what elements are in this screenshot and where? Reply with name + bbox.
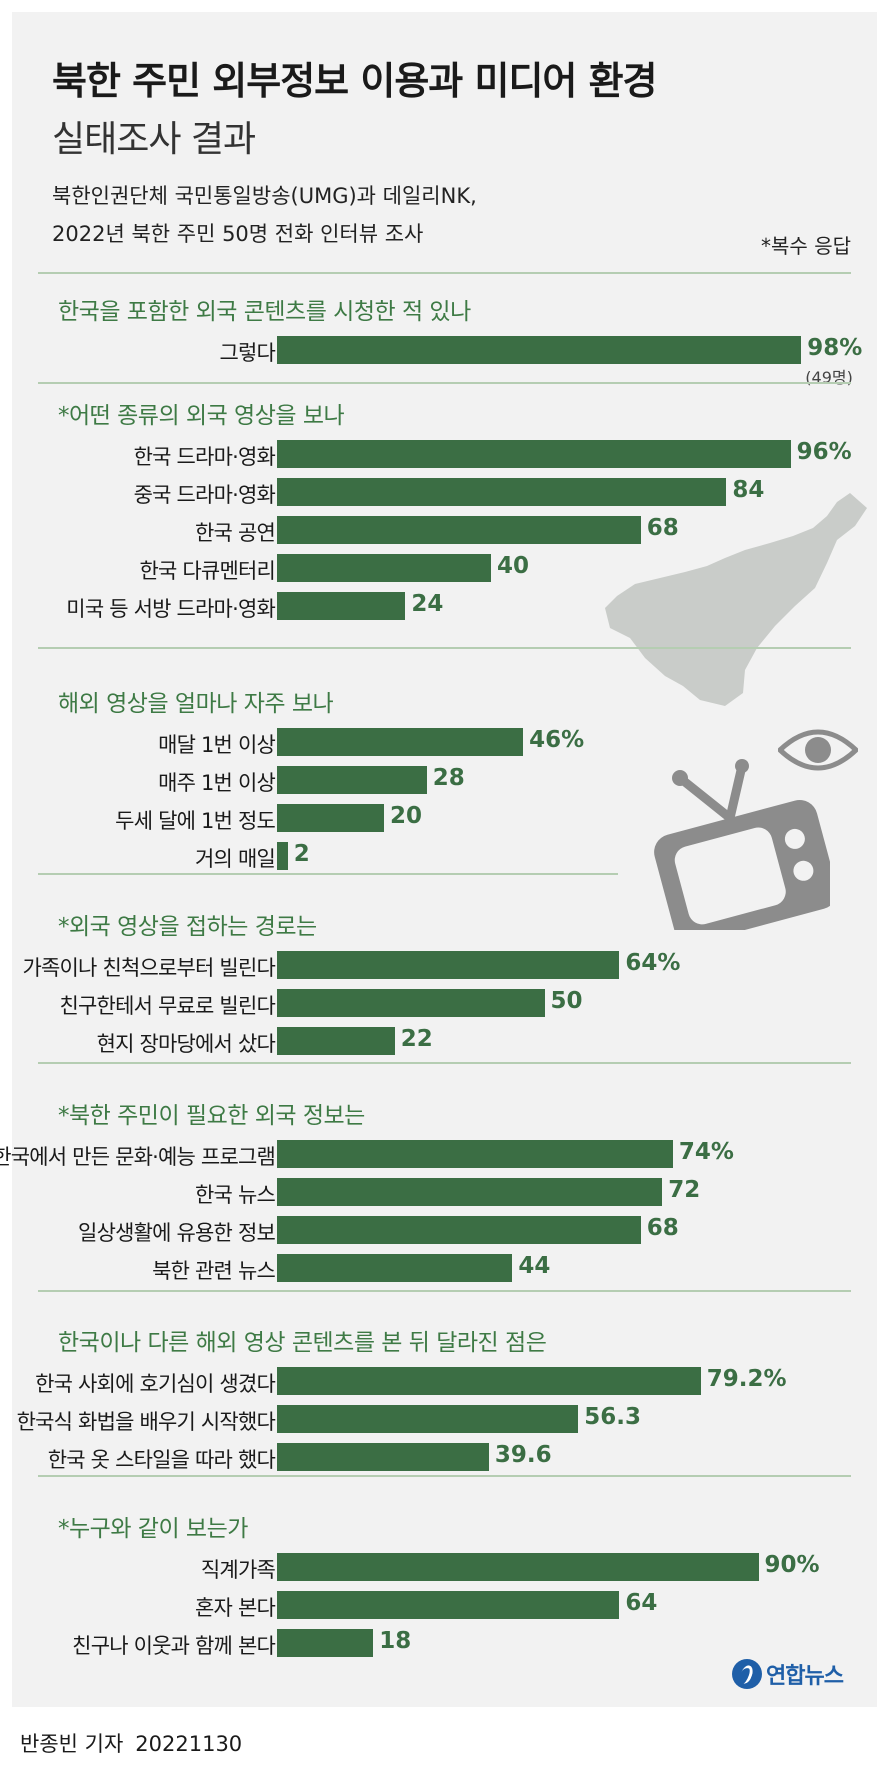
bar: [277, 951, 620, 979]
bar-label: 매달 1번 이상: [158, 733, 276, 757]
section-title: *누구와 같이 보는가: [58, 1516, 248, 1542]
bar: [277, 1178, 663, 1206]
bar-sub-value: (49명): [805, 368, 853, 387]
source-line-2: 2022년 북한 주민 50명 전화 인터뷰 조사: [52, 222, 424, 246]
bar: [277, 842, 288, 870]
bar-value: 68: [646, 1215, 679, 1241]
bar-value: 20: [390, 803, 423, 829]
bar-value: 98%: [807, 335, 863, 361]
bar-label: 한국 뉴스: [195, 1183, 276, 1207]
bar-value: 74%: [678, 1139, 734, 1165]
bar-label: 직계가족: [200, 1558, 276, 1582]
bar: [277, 592, 406, 620]
section-title: *어떤 종류의 외국 영상을 보나: [58, 403, 345, 429]
bar: [277, 1367, 701, 1395]
bar: [277, 1553, 759, 1581]
yonhap-logo: 연합뉴스: [732, 1658, 844, 1690]
bar-value: 18: [379, 1628, 412, 1654]
bar-value: 2: [293, 841, 310, 867]
yonhap-logo-icon: [732, 1659, 762, 1689]
yonhap-logo-text: 연합뉴스: [766, 1664, 844, 1689]
credit-date: 20221130: [135, 1732, 243, 1756]
bar-value: 64: [625, 1590, 658, 1616]
section-divider: [38, 1290, 851, 1292]
bar-value: 72: [668, 1177, 701, 1203]
bar-value: 24: [411, 591, 444, 617]
bar: [277, 1443, 489, 1471]
bar: [277, 478, 727, 506]
bar-value: 96%: [796, 439, 852, 465]
bar-label: 친구한테서 무료로 빌린다: [59, 994, 276, 1018]
bar-label: 두세 달에 1번 정도: [115, 809, 276, 833]
bar: [277, 728, 524, 756]
page-subtitle: 실태조사 결과: [52, 119, 256, 160]
bar-value: 39.6: [494, 1442, 552, 1468]
bar-label: 한국식 화법을 배우기 시작했다: [16, 1410, 276, 1434]
bar: [277, 766, 427, 794]
section-divider: [38, 1062, 851, 1064]
section-title: 해외 영상을 얼마나 자주 보나: [58, 691, 334, 717]
bar-label: 그렇다: [219, 341, 275, 365]
bar-value: 64%: [625, 950, 681, 976]
bar-value: 50: [550, 988, 583, 1014]
bar-label: 한국 사회에 호기심이 생겼다: [35, 1372, 276, 1396]
bar-value: 56.3: [584, 1404, 641, 1430]
bar-label: 친구나 이웃과 함께 본다: [72, 1634, 276, 1658]
bar: [277, 1254, 513, 1282]
section-title: 한국을 포함한 외국 콘텐츠를 시청한 적 있나: [58, 299, 471, 325]
section-divider: [38, 382, 851, 384]
bar: [277, 989, 545, 1017]
bar: [277, 516, 641, 544]
bar-label: 한국 다큐멘터리: [139, 559, 275, 583]
bar-label: 한국에서 만든 문화·예능 프로그램: [0, 1145, 276, 1169]
source-line-1: 북한인권단체 국민통일방송(UMG)과 데일리NK,: [52, 184, 477, 208]
bar-label: 한국 옷 스타일을 따라 했다: [47, 1448, 276, 1472]
bar-label: 혼자 본다: [195, 1596, 276, 1620]
multiple-response-note: *복수 응답: [761, 234, 851, 258]
bar: [277, 440, 791, 468]
bar: [277, 554, 491, 582]
section-title: *북한 주민이 필요한 외국 정보는: [58, 1103, 365, 1129]
bar: [277, 1027, 395, 1055]
bar-value: 28: [432, 765, 465, 791]
bar-value: 40: [497, 553, 530, 579]
section-divider: [38, 647, 851, 649]
bar-value: 46%: [529, 727, 585, 753]
bar-label: 매주 1번 이상: [158, 771, 276, 795]
bar-value: 79.2%: [706, 1366, 787, 1392]
bar: [277, 1216, 641, 1244]
section-title: 한국이나 다른 해외 영상 콘텐츠를 본 뒤 달라진 점은: [58, 1330, 547, 1356]
bar: [277, 1140, 673, 1168]
bar: [277, 1591, 620, 1619]
bar: [277, 1405, 579, 1433]
north-korea-map-icon: [605, 493, 867, 706]
section-divider: [38, 272, 851, 274]
bar-value: 84: [732, 477, 765, 503]
bar-label: 거의 매일: [195, 847, 276, 871]
bar-value: 22: [400, 1026, 433, 1052]
section-title: *외국 영상을 접하는 경로는: [58, 914, 317, 940]
bar-value: 90%: [764, 1552, 820, 1578]
credit: 반종빈 기자 20221130: [20, 1728, 242, 1758]
tv-icon: [654, 759, 830, 930]
bar-label: 현지 장마당에서 샀다: [96, 1032, 276, 1056]
bar: [277, 1629, 374, 1657]
section-divider: [38, 873, 618, 875]
bar-label: 일상생활에 유용한 정보: [78, 1221, 276, 1245]
bar-value: 68: [646, 515, 679, 541]
bar: [277, 804, 384, 832]
eye-icon: [778, 729, 858, 771]
bar-label: 북한 관련 뉴스: [152, 1259, 276, 1283]
section-divider: [38, 1475, 851, 1477]
credit-name: 반종빈 기자: [20, 1732, 124, 1756]
bar-label: 가족이나 친척으로부터 빌린다: [22, 956, 275, 980]
bar-label: 한국 공연: [195, 521, 276, 545]
page-title: 북한 주민 외부정보 이용과 미디어 환경: [52, 59, 658, 103]
bar-label: 미국 등 서방 드라마·영화: [66, 597, 276, 621]
bar-label: 한국 드라마·영화: [133, 445, 276, 469]
bar: [277, 336, 802, 364]
bar-value: 44: [518, 1253, 551, 1279]
bar-label: 중국 드라마·영화: [133, 483, 276, 507]
